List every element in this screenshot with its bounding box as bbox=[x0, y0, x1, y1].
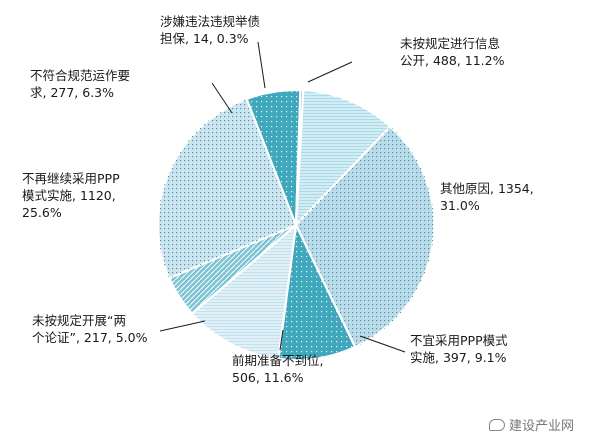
pie-slice-pattern bbox=[169, 225, 296, 314]
watermark-text: 建设产业网 bbox=[508, 419, 574, 434]
slice-label: 不再继续采用PPP 模式实施, 1120, 25.6% bbox=[22, 171, 120, 220]
slice-label-line: 涉嫌违法违规举债 bbox=[160, 14, 260, 29]
slice-label: 前期准备不到位, 506, 11.6% bbox=[232, 353, 323, 385]
leader-line bbox=[159, 320, 206, 332]
slice-label: 不宜采用PPP模式实施, 397, 9.1% bbox=[410, 333, 508, 365]
slice-label-line: 其他原因, 1354, bbox=[440, 181, 534, 196]
slice-label-line: 506, 11.6% bbox=[232, 370, 304, 385]
pie-slice-pattern bbox=[191, 225, 296, 359]
slice-label-line: 公开, 488, 11.2% bbox=[400, 53, 505, 68]
slice-label-line: 31.0% bbox=[440, 198, 480, 213]
slice-label-line: 不宜采用PPP模式 bbox=[410, 333, 508, 348]
slice-label-line: 未按规定开展“两 bbox=[32, 313, 126, 328]
slice-label: 未按规定开展“两个论证”, 217, 5.0% bbox=[32, 313, 148, 345]
slice-label-line: 不再继续采用PPP bbox=[22, 171, 120, 186]
slice-label-line: 前期准备不到位, bbox=[232, 353, 323, 368]
slice-label-line: 求, 277, 6.3% bbox=[30, 85, 114, 100]
slice-label: 不符合规范运作要求, 277, 6.3% bbox=[30, 68, 130, 100]
slice-label-line: 模式实施, 1120, bbox=[22, 188, 116, 203]
pie-slice-pattern bbox=[296, 126, 434, 347]
pie-slice-pattern bbox=[158, 98, 296, 279]
leader-line bbox=[359, 335, 406, 353]
pie-slice-pattern bbox=[246, 89, 301, 225]
slice-label: 未按规定进行信息公开, 488, 11.2% bbox=[400, 36, 505, 68]
slice-label-line: 实施, 397, 9.1% bbox=[410, 350, 507, 365]
slice-label: 其他原因, 1354, 31.0% bbox=[440, 181, 534, 213]
slice-label-line: 25.6% bbox=[22, 205, 62, 220]
slice-label: 涉嫌违法违规举债担保, 14, 0.3% bbox=[160, 14, 260, 46]
leader-line bbox=[211, 82, 233, 114]
slice-label-line: 个论证”, 217, 5.0% bbox=[32, 330, 148, 345]
pie-slice bbox=[294, 88, 305, 226]
pie-slice-pattern bbox=[296, 90, 391, 225]
watermark: 建设产业网 bbox=[488, 415, 574, 434]
slice-label-line: 担保, 14, 0.3% bbox=[160, 31, 249, 46]
slice-label-line: 不符合规范运作要 bbox=[30, 68, 130, 83]
wechat-bubble-icon bbox=[488, 418, 505, 431]
pie-slice-pattern bbox=[278, 225, 356, 361]
leader-line bbox=[307, 61, 353, 83]
leader-line bbox=[279, 329, 284, 351]
leader-line bbox=[257, 41, 266, 89]
slice-label-line: 未按规定进行信息 bbox=[400, 36, 500, 51]
